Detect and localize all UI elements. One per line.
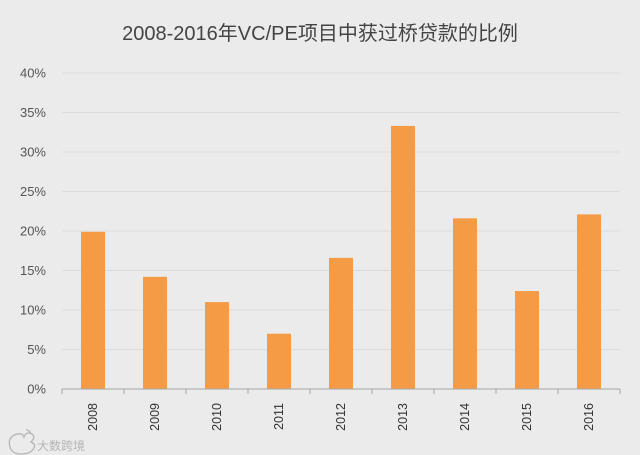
bar [81,231,105,389]
bar [143,276,167,389]
weibo-logo-icon [8,429,36,455]
y-tick-label: 20% [20,224,46,239]
x-tick-label: 2016 [582,403,596,431]
bar [391,125,415,390]
bar [267,333,291,389]
chart-title: 2008-2016年VC/PE项目中获过桥贷款的比例 [122,22,518,45]
bar [453,218,477,389]
bar [205,302,229,389]
y-tick-label: 5% [27,342,46,357]
y-tick-label: 40% [20,66,46,81]
y-tick-label: 35% [20,105,46,120]
y-tick-label: 10% [20,303,46,318]
x-tick-label: 2012 [334,403,348,431]
y-tick-label: 0% [27,382,46,397]
watermark: 大数跨境 [8,429,85,455]
watermark-text: 大数跨境 [37,438,85,453]
x-tick-label: 2015 [520,403,534,431]
bar [515,291,539,389]
x-tick-label: 2011 [272,403,286,430]
y-axis-ticks: 0% 5% 10% 15% 20% 25% 30% 35% 40% [20,66,46,397]
y-tick-label: 15% [20,263,46,278]
x-tick-label: 2009 [148,403,162,431]
x-tick-label: 2008 [86,403,100,431]
y-tick-label: 30% [20,145,46,160]
bar [329,257,353,389]
x-tick-label: 2013 [396,403,410,431]
bars [81,125,601,390]
bar [577,214,601,389]
x-tick-label: 2014 [458,403,472,431]
y-tick-label: 25% [20,184,46,199]
x-axis-ticks: 2008 2009 2010 2011 2012 2013 2014 2015 2016 [61,389,621,431]
x-tick-label: 2010 [210,403,224,431]
